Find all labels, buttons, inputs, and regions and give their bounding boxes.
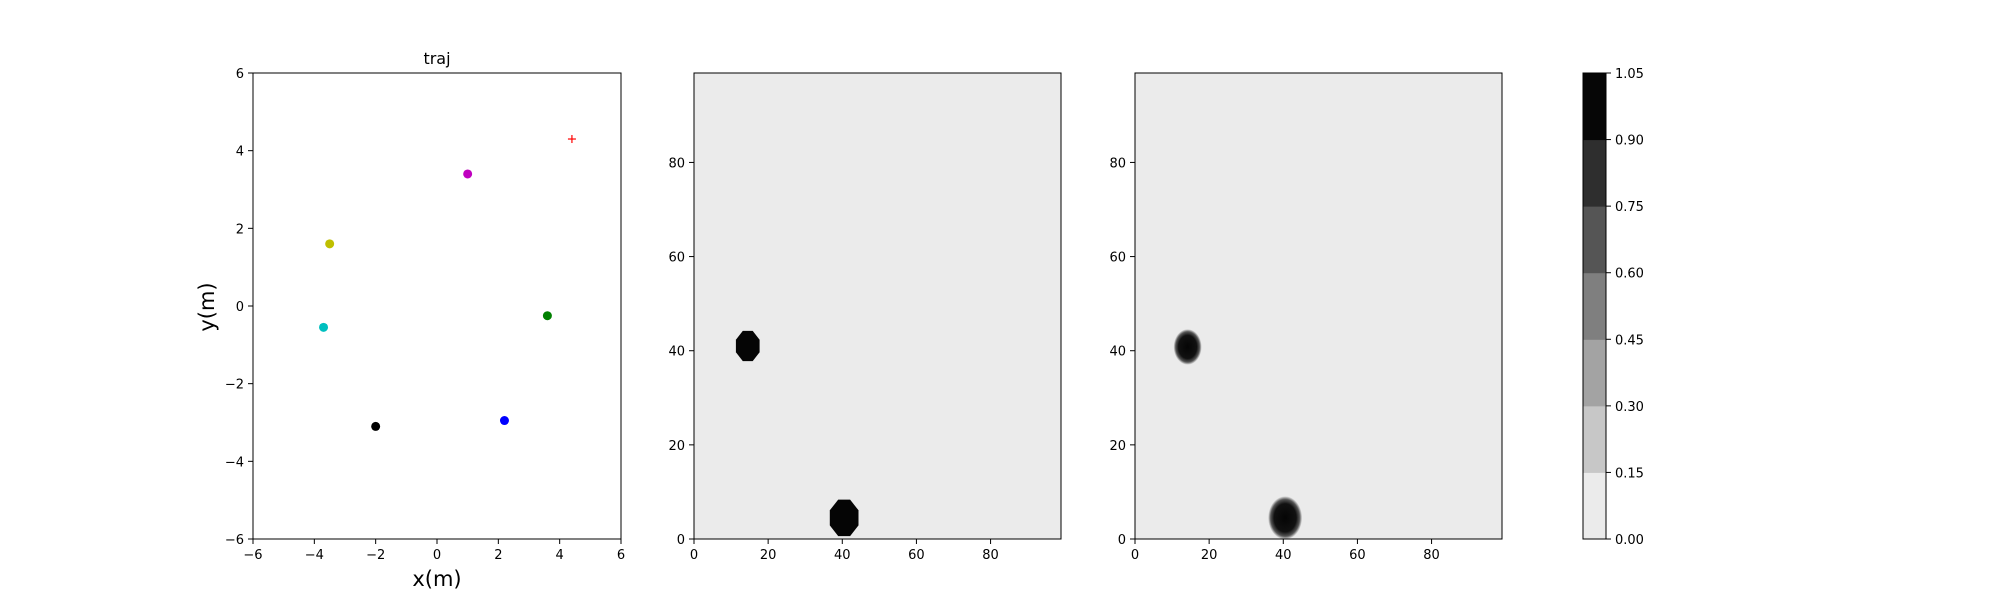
y-tick-label: 6 — [236, 67, 244, 82]
x-tick-label: 60 — [908, 548, 925, 563]
colorbar-frame — [1582, 72, 1607, 540]
x-tick-label: 40 — [834, 548, 851, 563]
x-tick-label: 20 — [760, 548, 777, 563]
x-tick-label: 6 — [617, 548, 625, 563]
x-tick-label: −2 — [366, 548, 385, 563]
agent-point — [371, 421, 381, 431]
y-tick-label: 40 — [1109, 345, 1126, 360]
colorbar-segment — [1583, 139, 1606, 207]
agent-point — [319, 322, 329, 332]
y-tick-label: 80 — [668, 156, 685, 171]
x-tick-label: 80 — [1423, 548, 1440, 563]
x-tick-label: 2 — [494, 548, 502, 563]
plot-frame — [252, 72, 622, 540]
plot-area — [253, 73, 621, 539]
y-tick-label: 2 — [236, 222, 244, 237]
x-tick-label: 0 — [433, 548, 441, 563]
colorbar-segment — [1583, 339, 1606, 407]
colorbar-segment — [1583, 272, 1606, 340]
colorbar-tick-label: 0.60 — [1615, 267, 1644, 282]
colorbar-segment — [1583, 405, 1606, 473]
y-tick-label: 0 — [236, 300, 244, 315]
heatmap-background — [1135, 73, 1502, 539]
colorbar-segment — [1583, 73, 1606, 141]
colorbar-tick-label: 0.45 — [1615, 333, 1644, 348]
colorbar-segment — [1583, 206, 1606, 274]
plot-frame — [693, 72, 1062, 540]
x-tick-label: 80 — [982, 548, 999, 563]
y-tick-label: 20 — [1109, 439, 1126, 454]
y-tick-label: 20 — [668, 439, 685, 454]
trajectory-ylabel: y(m) — [195, 282, 219, 331]
heatmap-blob — [829, 499, 859, 537]
y-tick-label: 0 — [677, 533, 685, 548]
x-tick-label: −4 — [305, 548, 324, 563]
y-tick-label: −2 — [225, 378, 244, 393]
heatmap-blobs — [735, 330, 859, 537]
trajectory-title: traj — [423, 49, 450, 68]
x-tick-label: 0 — [690, 548, 698, 563]
colorbar: 0.00 0.15 0.30 0.45 0.60 0.75 0.90 1.05 — [1582, 67, 1644, 548]
y-tick-label: 40 — [668, 345, 685, 360]
colorbar-tick-label: 0.30 — [1615, 400, 1644, 415]
heatmap-blob — [735, 330, 760, 362]
x-tick-label: 60 — [1349, 548, 1366, 563]
y-tick-label: −6 — [225, 533, 244, 548]
y-tick-label: 60 — [668, 251, 685, 266]
trajectory-panel: traj x(m) y(m) −6 −4 −2 0 2 4 6 −6 −4 −2 0 2 4 6 — [195, 49, 625, 591]
agent-point — [463, 169, 473, 179]
colorbar-tick-label: 0.75 — [1615, 200, 1644, 215]
x-tick-label: −6 — [243, 548, 262, 563]
agent-point — [499, 416, 509, 426]
heatmap-panel-2: 0 20 40 60 80 0 20 40 60 80 — [1109, 72, 1503, 563]
agent-point — [325, 239, 335, 249]
x-tick-label: 20 — [1201, 548, 1218, 563]
agent-point — [542, 311, 552, 321]
plot-frame — [1134, 72, 1503, 540]
heatmap-blob — [1268, 496, 1303, 539]
heatmap-background — [694, 73, 1061, 539]
heatmap-blob — [1173, 329, 1202, 365]
colorbar-tick-label: 1.05 — [1615, 67, 1644, 82]
colorbar-tick-label: 0.00 — [1615, 533, 1644, 548]
goal-marker — [567, 135, 576, 144]
trajectory-xlabel: x(m) — [412, 567, 461, 591]
y-tick-label: −4 — [225, 455, 244, 470]
colorbar-tick-label: 0.15 — [1615, 466, 1644, 481]
colorbar-tick-label: 0.90 — [1615, 134, 1644, 149]
y-tick-label: 60 — [1109, 251, 1126, 266]
x-tick-label: 4 — [556, 548, 564, 563]
colorbar-segment — [1583, 472, 1606, 540]
y-tick-label: 0 — [1118, 533, 1126, 548]
x-tick-label: 40 — [1275, 548, 1292, 563]
heatmap-panel-1: 0 20 40 60 80 0 20 40 60 80 — [668, 72, 1062, 563]
y-tick-label: 4 — [236, 145, 244, 160]
x-tick-label: 0 — [1131, 548, 1139, 563]
heatmap-blobs — [1173, 329, 1303, 539]
y-tick-label: 80 — [1109, 156, 1126, 171]
